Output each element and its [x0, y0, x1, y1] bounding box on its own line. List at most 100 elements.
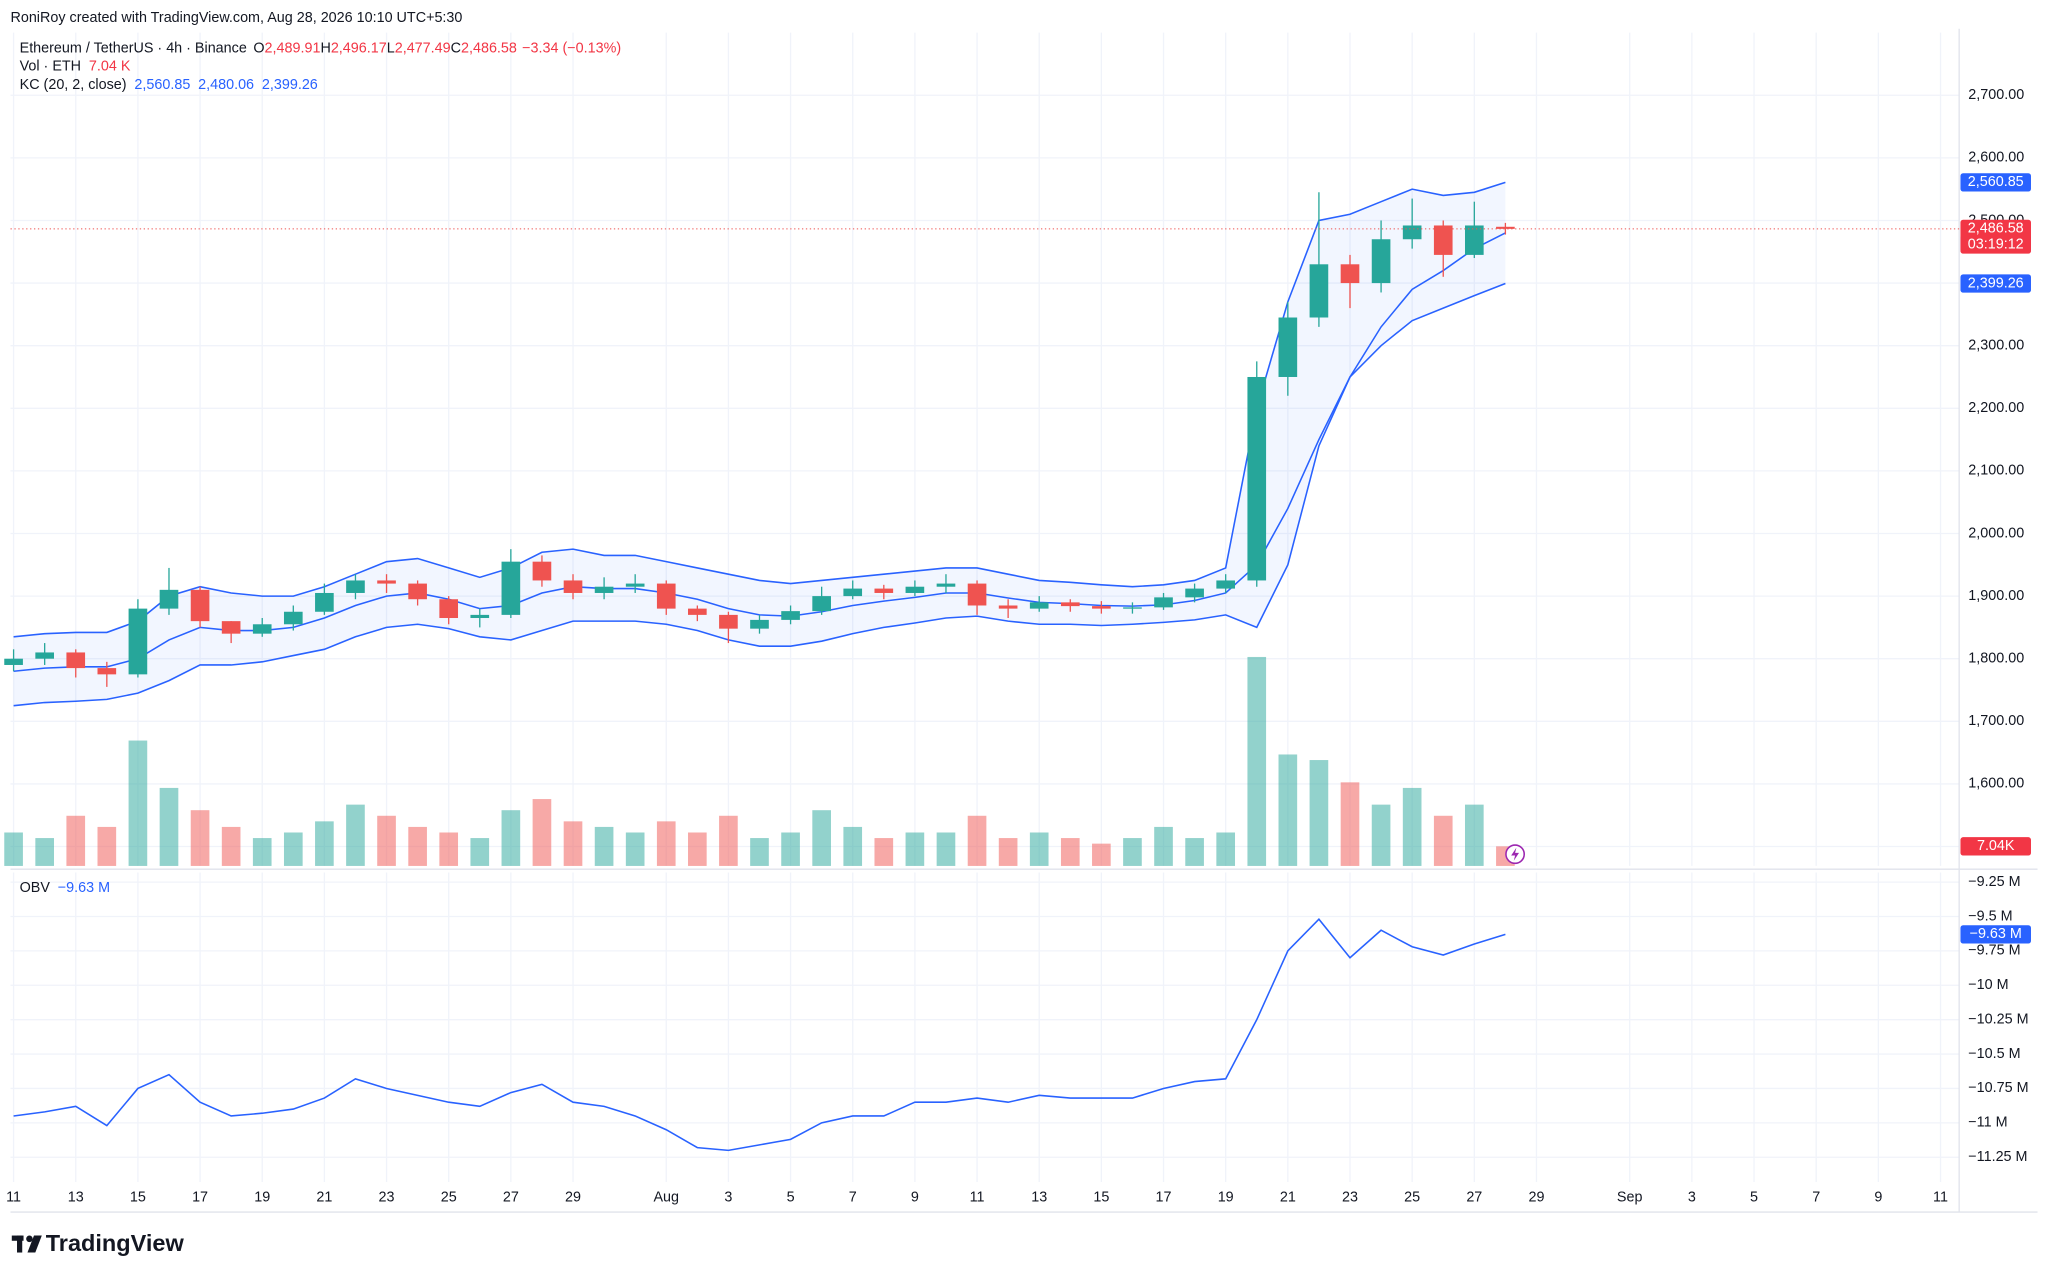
legend-item: 2,489.91 — [265, 40, 321, 56]
volume-bar — [1123, 838, 1142, 866]
candle-body — [1496, 226, 1515, 229]
volume-bar — [1371, 804, 1391, 866]
legend-item: OBV — [20, 880, 51, 896]
volume-bar — [1309, 760, 1329, 866]
x-tick-label: 3 — [724, 1189, 732, 1205]
legend-item: Ethereum / TetherUS · 4h · Binance — [20, 40, 247, 56]
x-tick-label: 11 — [6, 1189, 21, 1205]
candle-body — [750, 619, 769, 629]
candle-body — [532, 561, 552, 581]
candle-body — [159, 589, 179, 609]
x-tick-label: 11 — [1933, 1189, 1948, 1205]
volume-bar — [719, 815, 738, 866]
volume-bar — [346, 804, 365, 866]
candle-body — [812, 596, 831, 612]
candle-body — [843, 588, 863, 597]
y-tick-label: −9.5 M — [1968, 908, 2012, 924]
candle-body — [1029, 602, 1049, 609]
y-tick-label: 2,200.00 — [1968, 400, 2024, 416]
logo-mark — [26, 1235, 33, 1243]
legend-line: Ethereum / TetherUS · 4h · Binance O2,489… — [20, 40, 622, 56]
y-tick-label: −10.25 M — [1968, 1011, 2028, 1027]
volume-bar — [812, 810, 831, 866]
candle-body — [688, 608, 707, 615]
candle-body — [1402, 225, 1422, 240]
volume-bar — [874, 838, 894, 866]
y-tick-label: 1,600.00 — [1968, 776, 2024, 792]
volume-bar — [1092, 843, 1111, 866]
y-tick-label: 2,000.00 — [1968, 525, 2024, 541]
legend-item: 2,560.85 — [134, 77, 190, 93]
candle-body — [66, 652, 86, 669]
volume-bar — [1029, 832, 1049, 866]
countdown: 03:19:12 — [1968, 236, 2024, 252]
legend-item: C — [451, 40, 461, 56]
x-tick-label: 25 — [1404, 1189, 1420, 1205]
y-tick-label: 2,600.00 — [1968, 150, 2024, 166]
volume-bar — [283, 832, 303, 866]
legend-item: 2,399.26 — [262, 77, 318, 93]
volume-bar — [35, 838, 54, 866]
candle-body — [221, 621, 241, 634]
volume-bar — [998, 838, 1018, 866]
volume-bar — [1154, 826, 1173, 866]
volume-bar — [781, 832, 800, 866]
volume-bar — [843, 826, 863, 866]
y-tick-label: 1,700.00 — [1968, 713, 2024, 729]
x-tick-label: 11 — [970, 1189, 985, 1205]
y-tick-label: −10.5 M — [1968, 1046, 2020, 1062]
candle-body — [1371, 239, 1391, 284]
volume-bar — [1402, 787, 1422, 866]
price-badge — [1960, 925, 2031, 944]
price-badge — [1960, 173, 2031, 192]
candle-body — [346, 580, 365, 593]
volume-bar — [1433, 815, 1453, 866]
volume-bar — [594, 826, 614, 866]
x-tick-label: 21 — [1280, 1189, 1296, 1205]
y-tick-label: 2,700.00 — [1968, 87, 2024, 103]
x-tick-label: 3 — [1688, 1189, 1696, 1205]
x-tick-label: 17 — [192, 1189, 208, 1205]
legend-line: OBV −9.63 M — [20, 880, 110, 896]
volume-bar — [1060, 838, 1080, 866]
candle-body — [936, 583, 956, 587]
candle-body — [283, 611, 303, 625]
candle-body — [1278, 317, 1298, 377]
price-badge — [1960, 837, 2031, 856]
volume-bar — [656, 821, 676, 866]
price-badge-label: 7.04K — [1977, 838, 2015, 854]
volume-bar — [4, 832, 23, 866]
volume-bar — [750, 838, 769, 866]
volume-bar — [967, 815, 987, 866]
legend-line: KC (20, 2, close) 2,560.85 2,480.06 2,399.2… — [20, 77, 318, 93]
legend-item: −3.34 (−0.13%) — [522, 40, 621, 56]
x-tick-label: 19 — [254, 1189, 270, 1205]
volume-bar — [377, 815, 396, 866]
volume-bar — [439, 832, 459, 866]
candle-body — [905, 586, 925, 593]
candle-body — [501, 561, 521, 615]
x-tick-label: 5 — [1750, 1189, 1758, 1205]
price-badge — [1960, 274, 2031, 293]
x-tick-label: 15 — [1093, 1189, 1109, 1205]
candle-body — [625, 583, 645, 587]
x-tick-label: 27 — [1466, 1189, 1482, 1205]
y-tick-label: 1,900.00 — [1968, 588, 2024, 604]
logo-mark — [17, 1235, 23, 1253]
x-tick-label: 27 — [503, 1189, 519, 1205]
candle-body — [1216, 580, 1236, 589]
candle-body — [377, 580, 396, 584]
legend-item: −9.63 M — [58, 880, 110, 896]
brand-logo: TradingView — [11, 1230, 184, 1256]
y-tick-label: 2,100.00 — [1968, 463, 2024, 479]
y-tick-label: −11.25 M — [1968, 1149, 2027, 1165]
candle-body — [470, 614, 490, 619]
x-tick-label: 5 — [787, 1189, 795, 1205]
volume-bar — [408, 826, 427, 866]
legend-item: 2,486.58 — [461, 40, 517, 56]
candle-body — [719, 614, 738, 629]
volume-bar — [66, 815, 86, 866]
volume-bar — [190, 810, 210, 866]
x-tick-label: 17 — [1156, 1189, 1172, 1205]
